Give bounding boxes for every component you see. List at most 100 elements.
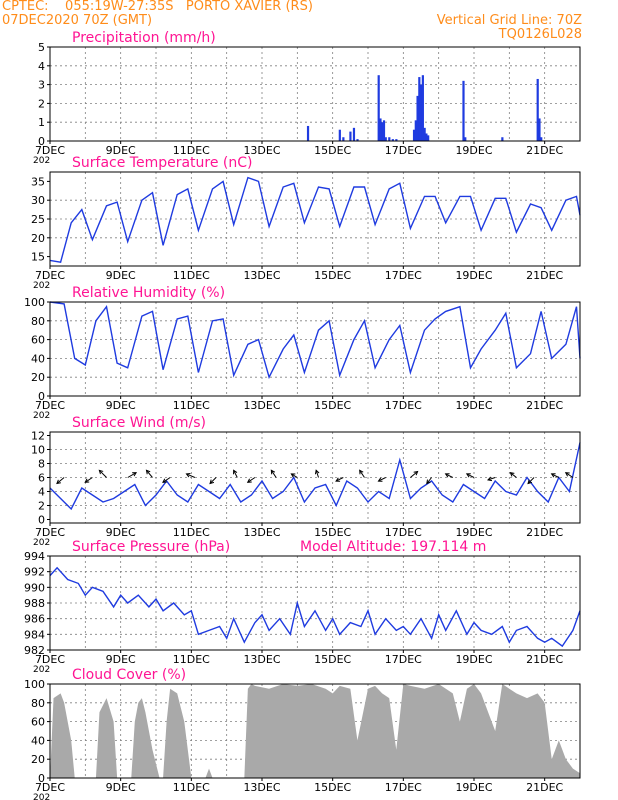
- wind-arrow-head: [509, 472, 515, 477]
- wind-arrow: [510, 472, 517, 478]
- precip-bar: [412, 129, 416, 141]
- y-tick-label: 988: [24, 597, 45, 610]
- wind-arrow-head: [145, 469, 151, 475]
- wind-arrow-head: [487, 476, 493, 482]
- wind-arrow: [315, 470, 320, 478]
- wind-arrow: [162, 477, 171, 483]
- y-tick-label: 100: [24, 296, 45, 309]
- y-tick-label: 0: [38, 772, 45, 785]
- precip-bar: [379, 118, 382, 141]
- panel-frame: [49, 683, 581, 779]
- year-fragment: 202: [33, 411, 50, 421]
- y-tick-label: 986: [24, 613, 45, 626]
- wind-arrow-head: [132, 472, 138, 477]
- series-line: [49, 301, 581, 380]
- wind-arrow: [551, 473, 560, 478]
- x-tick-label: 11DEC: [173, 653, 210, 666]
- y-tick-label: 4: [38, 60, 45, 73]
- x-tick-label: 19DEC: [455, 399, 492, 412]
- x-tick-label: 9DEC: [106, 653, 136, 666]
- wind-arrow: [84, 477, 93, 483]
- x-tick-label: 15DEC: [314, 781, 351, 794]
- x-tick-label: 19DEC: [455, 144, 492, 157]
- precip-bar: [381, 122, 384, 141]
- x-tick-label: 15DEC: [314, 144, 351, 157]
- wind-arrow-head: [209, 479, 215, 485]
- x-tick-label: 15DEC: [314, 526, 351, 539]
- y-tick-label: 0: [38, 390, 45, 403]
- x-tick-label: 21DEC: [526, 269, 563, 282]
- y-tick-label: 0: [38, 514, 45, 527]
- y-tick-label: 60: [31, 716, 45, 729]
- wind-arrow-head: [98, 469, 104, 475]
- wind-arrow-head: [377, 477, 383, 482]
- precip-bar: [306, 125, 310, 141]
- panel-frame: [49, 171, 581, 267]
- wind-arrow-head: [444, 473, 450, 478]
- x-tick-label: 21DEC: [526, 526, 563, 539]
- wind-arrow: [56, 477, 65, 484]
- y-tick-label: 100: [24, 678, 45, 691]
- precip-bar: [501, 137, 504, 141]
- x-tick-label: 13DEC: [243, 526, 280, 539]
- precip-bar: [418, 77, 421, 141]
- wind-arrow-head: [465, 473, 471, 478]
- wind-arrow-head: [56, 479, 61, 485]
- y-tick-label: 80: [31, 315, 45, 328]
- precip-bar: [420, 84, 423, 141]
- y-tick-label: 982: [24, 644, 45, 657]
- wind-arrow-head: [84, 478, 90, 483]
- y-tick-label: 0: [38, 135, 45, 148]
- precip-bar: [356, 139, 359, 141]
- x-tick-label: 7DEC: [35, 399, 65, 412]
- x-tick-label: 11DEC: [173, 144, 210, 157]
- y-tick-label: 8: [38, 458, 45, 471]
- wind-arrow-head: [413, 470, 419, 476]
- x-tick-label: 7DEC: [35, 781, 65, 794]
- wind-arrow: [445, 473, 454, 478]
- wind-arrow: [378, 477, 386, 482]
- y-tick-label: 994: [24, 550, 45, 563]
- x-tick-label: 7DEC: [35, 526, 65, 539]
- year-fragment: 202: [33, 793, 50, 800]
- wind-arrow-head: [359, 469, 364, 475]
- year-fragment: 202: [33, 538, 50, 548]
- x-tick-label: 13DEC: [243, 144, 280, 157]
- x-tick-label: 9DEC: [106, 144, 136, 157]
- x-tick-label: 19DEC: [455, 269, 492, 282]
- y-tick-label: 15: [31, 251, 45, 264]
- y-tick-label: 992: [24, 566, 45, 579]
- panel-6: 0 20 40 60 80 100 7DEC 9DEC 11DEC 13DEC 15DEC 17DEC…: [24, 667, 581, 800]
- precip-bar: [414, 120, 417, 141]
- header-location: CPTEC: 055:19W-27:35S PORTO XAVIER (RS): [2, 0, 313, 14]
- x-tick-label: 17DEC: [385, 653, 422, 666]
- x-tick-label: 19DEC: [455, 781, 492, 794]
- x-tick-label: 11DEC: [173, 526, 210, 539]
- panel-title: Relative Humidity (%): [72, 285, 225, 301]
- precip-bar: [416, 95, 419, 141]
- y-tick-label: 3: [38, 79, 45, 92]
- x-tick-label: 19DEC: [455, 653, 492, 666]
- panel-5: 982 984 986 988 990 992 994 7DEC 9DEC 11DEC 13DEC 1…: [24, 539, 581, 675]
- panel-frame: [49, 431, 581, 524]
- wind-arrow-head: [314, 469, 320, 475]
- wind-arrow: [233, 470, 238, 478]
- x-tick-label: 21DEC: [526, 399, 563, 412]
- x-tick-label: 17DEC: [385, 269, 422, 282]
- precip-bar: [536, 78, 539, 141]
- wind-arrow: [527, 477, 535, 484]
- x-tick-label: 21DEC: [526, 781, 563, 794]
- x-tick-label: 17DEC: [385, 781, 422, 794]
- panel-title: Cloud Cover (%): [72, 667, 186, 683]
- wind-arrow: [270, 470, 277, 478]
- panel-title: Surface Wind (m/s): [72, 415, 206, 431]
- panel-2: 15 20 25 30 35 7DEC 9DEC 11DEC 13DEC 15DEC 17DEC 19…: [31, 155, 581, 291]
- year-fragment: 202: [33, 281, 50, 291]
- y-tick-label: 5: [38, 41, 45, 54]
- wind-arrow-head: [290, 473, 296, 478]
- wind-arrow: [186, 473, 196, 478]
- wind-arrow-head: [185, 473, 191, 478]
